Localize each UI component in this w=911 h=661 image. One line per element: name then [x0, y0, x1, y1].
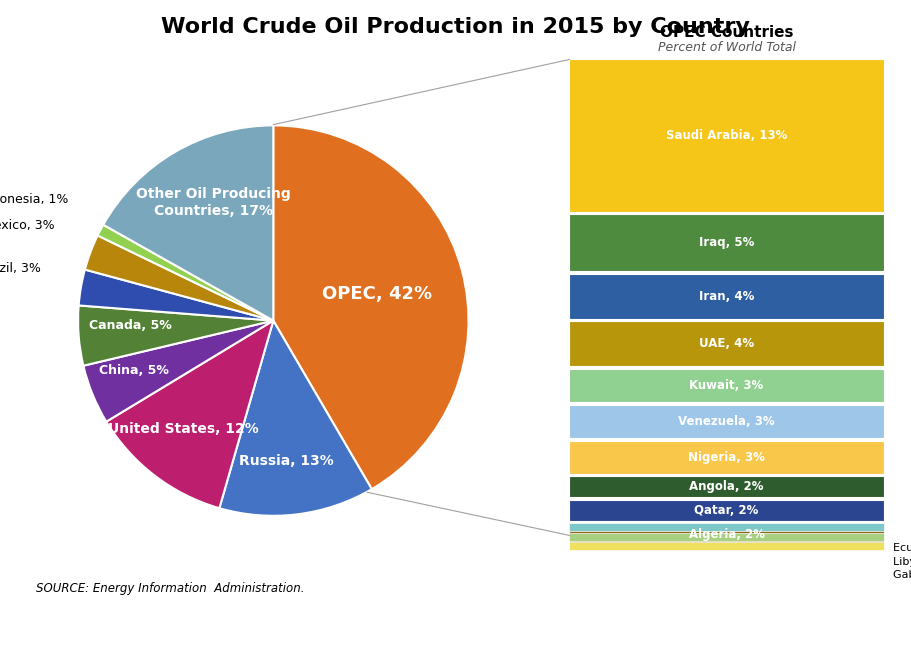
Wedge shape: [273, 126, 468, 489]
Text: Indonesia, 1%: Indonesia, 1%: [0, 193, 68, 206]
Bar: [569, 59, 884, 212]
Wedge shape: [78, 305, 273, 366]
Text: Nigeria, 3%: Nigeria, 3%: [688, 451, 765, 463]
Text: Qatar, 2%: Qatar, 2%: [694, 504, 759, 517]
Wedge shape: [220, 321, 372, 516]
Text: World Crude Oil Production in 2015 by Country: World Crude Oil Production in 2015 by Co…: [161, 17, 750, 36]
Wedge shape: [84, 321, 273, 422]
Bar: [569, 533, 884, 541]
Text: United States, 12%: United States, 12%: [108, 422, 259, 436]
Text: Algeria, 2%: Algeria, 2%: [689, 528, 764, 541]
Bar: [569, 441, 884, 474]
Bar: [569, 405, 884, 438]
Text: Brazil, 3%: Brazil, 3%: [0, 262, 41, 275]
Wedge shape: [85, 235, 273, 321]
Bar: [569, 369, 884, 403]
Wedge shape: [103, 126, 273, 321]
Text: UAE, 4%: UAE, 4%: [699, 338, 754, 350]
Text: St. Louis: St. Louis: [164, 632, 243, 647]
Text: OPEC Countries: OPEC Countries: [660, 24, 793, 40]
Bar: [569, 477, 884, 498]
Text: Angola, 2%: Angola, 2%: [690, 481, 763, 493]
Wedge shape: [78, 270, 273, 321]
Bar: [569, 321, 884, 366]
Text: Other Oil Producing
Countries, 17%: Other Oil Producing Countries, 17%: [136, 186, 291, 218]
Bar: [569, 524, 884, 545]
Bar: [569, 542, 884, 551]
Text: Venezuela, 3%: Venezuela, 3%: [678, 415, 775, 428]
Bar: [569, 274, 884, 319]
Text: Ecuador, 1%: Ecuador, 1%: [893, 543, 911, 553]
Bar: [569, 500, 884, 522]
Text: OPEC, 42%: OPEC, 42%: [322, 285, 433, 303]
Text: SOURCE: Energy Information  Administration.: SOURCE: Energy Information Administratio…: [36, 582, 305, 595]
Bar: [569, 524, 884, 531]
Text: Iran, 4%: Iran, 4%: [699, 290, 754, 303]
Bar: [569, 214, 884, 271]
Text: Iraq, 5%: Iraq, 5%: [699, 236, 754, 249]
Wedge shape: [97, 225, 273, 321]
Wedge shape: [107, 321, 273, 508]
Text: Libya, 1%: Libya, 1%: [893, 557, 911, 567]
Text: Gabon, 0%: Gabon, 0%: [893, 570, 911, 580]
Text: China, 5%: China, 5%: [98, 364, 169, 377]
Text: Federal Reserve Bank: Federal Reserve Bank: [27, 632, 220, 647]
Text: Russia, 13%: Russia, 13%: [240, 453, 334, 467]
Text: Canada, 5%: Canada, 5%: [89, 319, 172, 332]
Text: Mexico, 3%: Mexico, 3%: [0, 219, 55, 233]
Text: Percent of World Total: Percent of World Total: [658, 41, 795, 54]
Text: of: of: [151, 632, 167, 647]
Text: Kuwait, 3%: Kuwait, 3%: [690, 379, 763, 392]
Text: Saudi Arabia, 13%: Saudi Arabia, 13%: [666, 129, 787, 142]
